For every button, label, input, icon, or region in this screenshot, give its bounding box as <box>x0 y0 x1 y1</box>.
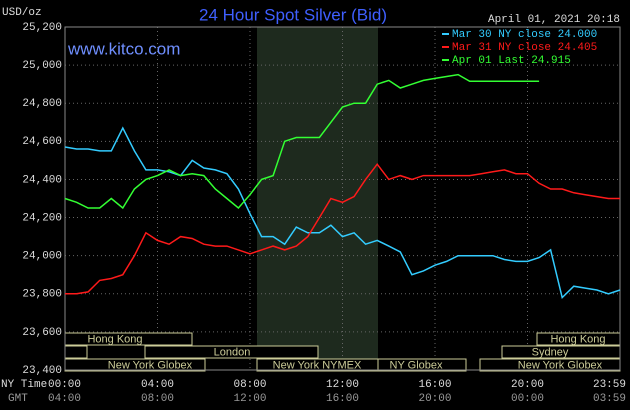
legend-label: Mar 30 NY close 24.000 <box>452 29 597 41</box>
x-row-label: NY Time <box>1 379 47 391</box>
x-tick-label: 08:00 <box>233 379 266 391</box>
y-tick-label: 24,400 <box>22 174 62 186</box>
session-label: Sydney <box>532 346 569 358</box>
session-label: Hong Kong <box>550 333 605 345</box>
x-tick-label: 04:00 <box>141 379 174 391</box>
x2-tick-label: 04:00 <box>48 393 81 405</box>
x2-tick-label: 03:59 <box>593 393 626 405</box>
y-tick-label: 23,400 <box>22 365 62 377</box>
y-tick-label: 25,200 <box>22 22 62 34</box>
session-label: Hong Kong <box>87 333 142 345</box>
session-bar <box>144 345 319 359</box>
y-tick-label: 24,800 <box>22 98 62 110</box>
session-label: NY Globex <box>390 359 443 371</box>
chart-title: 24 Hour Spot Silver (Bid) <box>199 5 387 24</box>
y-tick-label: 23,800 <box>22 289 62 301</box>
x2-tick-label: 12:00 <box>233 393 266 405</box>
x2-row-label: GMT <box>8 393 28 405</box>
lines <box>64 73 621 300</box>
x2-tick-label: 00:00 <box>511 393 544 405</box>
x-tick-label: 12:00 <box>326 379 359 391</box>
series-line <box>64 73 540 210</box>
legend-label: Mar 31 NY close 24.405 <box>452 42 597 54</box>
x2-tick-label: 08:00 <box>141 393 174 405</box>
timestamp: April 01, 2021 20:18 <box>488 14 620 26</box>
y-tick-label: 24,600 <box>22 136 62 148</box>
legend-label: Apr 01 Last 24.915 <box>452 55 571 67</box>
session-label: London <box>214 346 251 358</box>
x2-tick-label: 20:00 <box>418 393 451 405</box>
session-label: New York Globex <box>518 359 603 371</box>
x-tick-label: 16:00 <box>418 379 451 391</box>
y-tick-label: 24,200 <box>22 212 62 224</box>
x2-tick-label: 16:00 <box>326 393 359 405</box>
session-label: New York Globex <box>108 359 193 371</box>
x-tick-label: 00:00 <box>48 379 81 391</box>
y-tick-label: 24,000 <box>22 251 62 263</box>
series-line <box>64 126 621 300</box>
y-tick-label: 25,000 <box>22 60 62 72</box>
session-bar <box>64 345 88 359</box>
series-line <box>65 162 620 295</box>
x-tick-label: 23:59 <box>593 379 626 391</box>
x-tick-label: 20:00 <box>511 379 544 391</box>
unit-label: USD/oz <box>2 7 42 19</box>
nymex-shading <box>257 27 378 370</box>
website: www.kitco.com <box>67 39 180 58</box>
y-tick-label: 23,600 <box>22 327 62 339</box>
session-label: New York NYMEX <box>273 359 362 371</box>
session-bar <box>377 358 467 372</box>
sessions: Hong Kong Hong Kong London Sydney New Yo… <box>64 332 621 372</box>
